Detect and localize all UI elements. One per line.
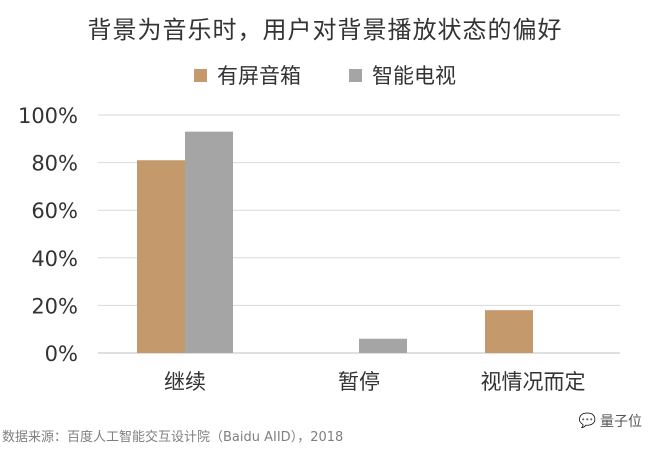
- x-tick-label: 视情况而定: [481, 370, 586, 394]
- bar-series-1: [137, 160, 185, 353]
- wechat-bubble-icon: 💬: [578, 413, 596, 429]
- chart-title: 背景为音乐时，用户对背景播放状态的偏好: [87, 16, 563, 44]
- y-tick-label: 80%: [31, 152, 78, 176]
- y-tick-label: 100%: [18, 104, 78, 128]
- watermark-text: 量子位: [600, 414, 642, 430]
- legend-label-series-1: 有屏音箱: [217, 64, 301, 88]
- legend-item-series-1: 有屏音箱: [194, 60, 301, 90]
- x-tick-label: 暂停: [338, 370, 380, 394]
- source-note: 数据来源：百度人工智能交互设计院（Baidu AIID），2018: [2, 430, 344, 445]
- bar-series-2: [185, 131, 233, 353]
- legend-swatch-series-2: [349, 68, 362, 82]
- x-tick-label: 继续: [164, 370, 206, 394]
- y-tick-label: 0%: [45, 342, 78, 366]
- y-tick-label: 40%: [31, 247, 78, 271]
- bar-series-1: [485, 310, 533, 353]
- legend-item-series-2: 智能电视: [349, 60, 456, 90]
- y-tick-label: 20%: [31, 294, 78, 318]
- y-tick-label: 60%: [31, 199, 78, 223]
- legend-label-series-2: 智能电视: [372, 64, 456, 88]
- legend: 有屏音箱 智能电视: [0, 60, 650, 90]
- bar-series-2: [359, 338, 407, 353]
- watermark: 💬 量子位: [579, 411, 642, 431]
- legend-swatch-series-1: [194, 68, 207, 82]
